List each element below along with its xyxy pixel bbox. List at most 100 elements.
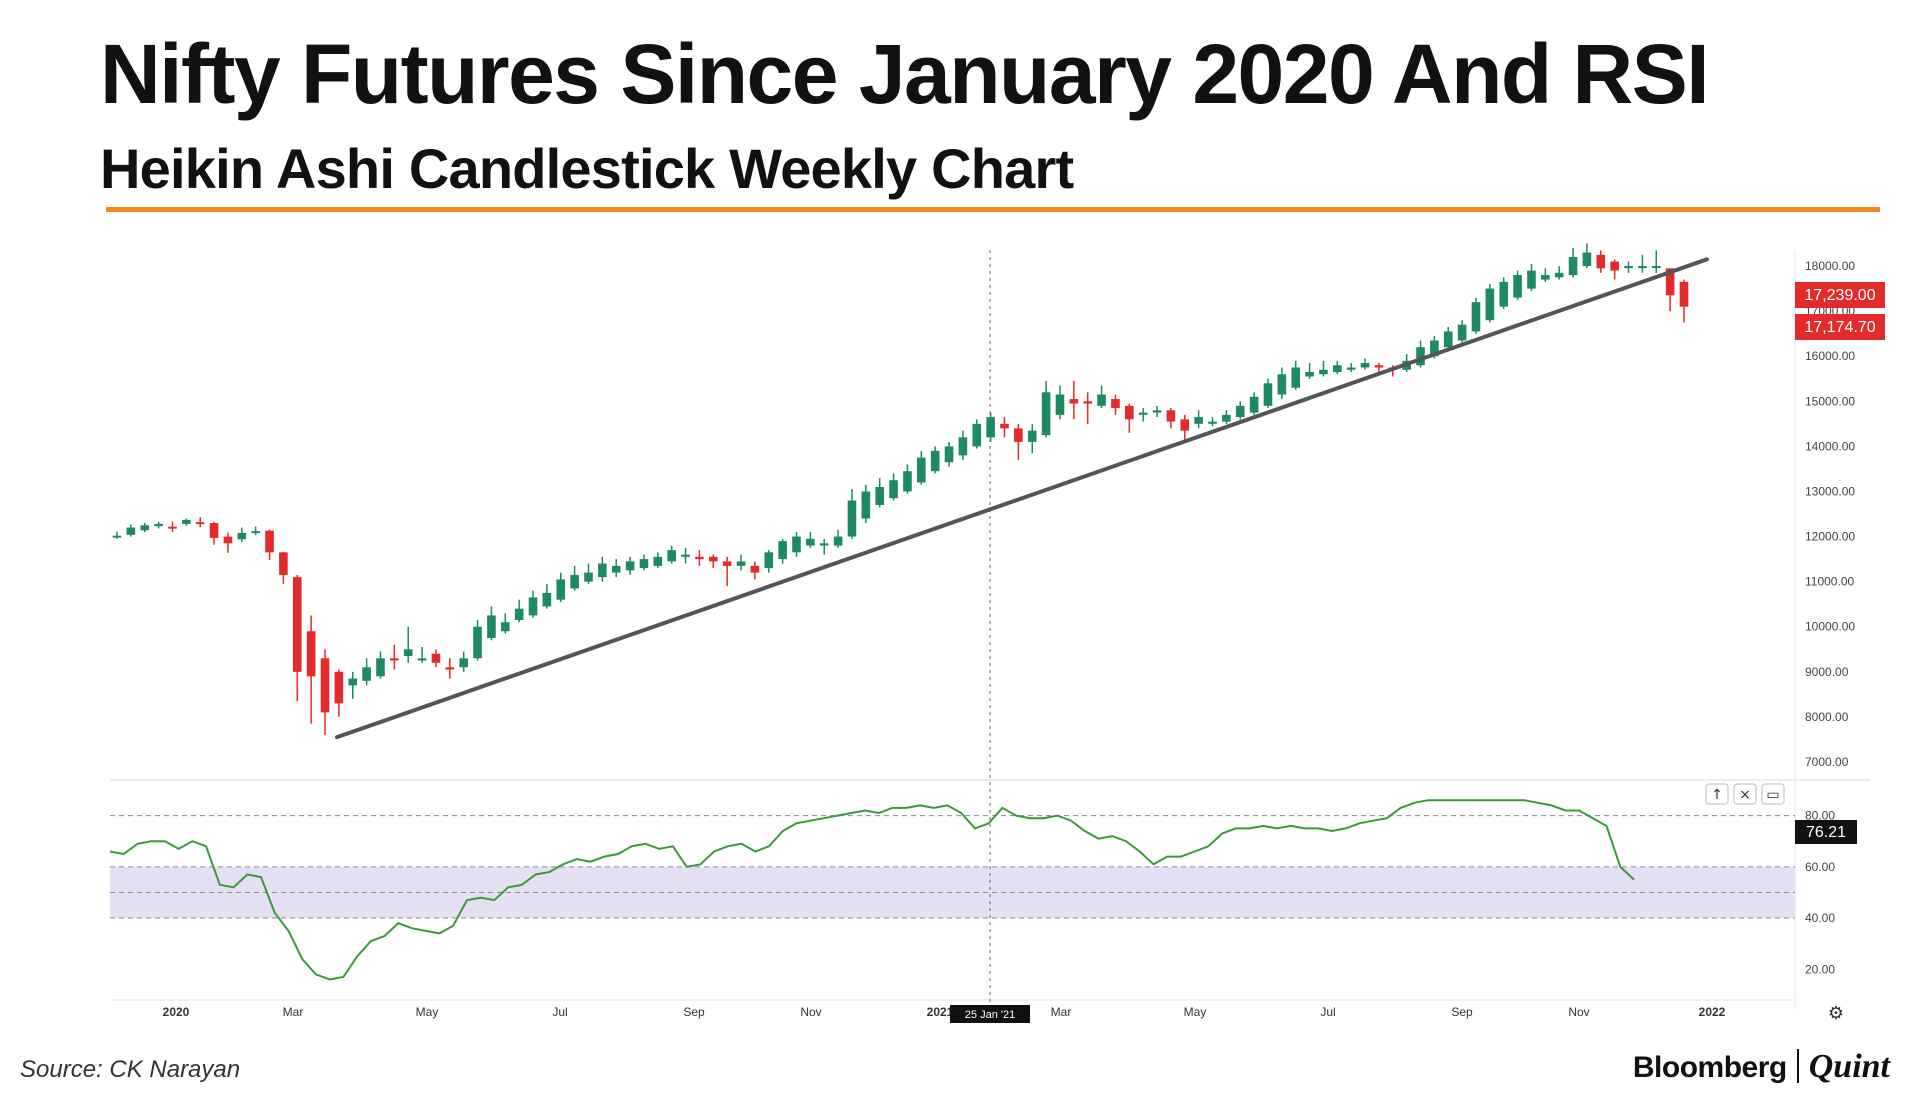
crosshair-date-bg bbox=[950, 1005, 1030, 1023]
pane-controls[interactable]: ↑ × ▭ ⚙ bbox=[1705, 783, 1844, 1024]
candle-bullish bbox=[1582, 252, 1592, 267]
candle-bullish bbox=[1457, 324, 1467, 341]
candle-bearish bbox=[306, 631, 316, 677]
candle-bullish bbox=[1027, 430, 1037, 442]
candle-bullish bbox=[1485, 288, 1495, 321]
candle-bullish bbox=[112, 535, 122, 538]
candle-bearish bbox=[279, 552, 288, 575]
support-trendline bbox=[335, 257, 1709, 740]
source-note: Source: CK Narayan bbox=[20, 1056, 241, 1083]
rsi-value-label: 76.21 bbox=[1806, 824, 1846, 841]
candle-bullish bbox=[459, 658, 468, 668]
candle-bullish bbox=[348, 678, 358, 686]
candle-bearish bbox=[390, 658, 399, 661]
price-tick-label: 15000.00 bbox=[1805, 394, 1855, 408]
maximize-icon-button[interactable] bbox=[1761, 783, 1785, 805]
candle-bullish bbox=[736, 561, 746, 566]
close-price-box bbox=[1795, 314, 1885, 340]
candle-bearish bbox=[695, 556, 704, 560]
time-tick-label: May bbox=[1184, 1005, 1207, 1019]
candle-bullish bbox=[528, 597, 538, 616]
trendline bbox=[335, 257, 1709, 740]
price-tick-label: 16000.00 bbox=[1805, 349, 1855, 363]
candle-bearish bbox=[1180, 419, 1190, 431]
brand-logo: Bloomberg Quint bbox=[1633, 1048, 1890, 1086]
candle-bearish bbox=[1665, 268, 1675, 296]
time-tick-label: 2021 bbox=[927, 1005, 954, 1019]
candle-bullish bbox=[1277, 374, 1287, 395]
gear-icon[interactable]: ⚙ bbox=[1828, 1003, 1844, 1024]
candle-bearish bbox=[445, 667, 455, 670]
candle-bullish bbox=[861, 491, 871, 519]
candle-bullish bbox=[584, 572, 593, 582]
maximize-icon: ▭ bbox=[1766, 787, 1779, 803]
candle-bullish bbox=[681, 554, 690, 557]
candle-bullish bbox=[1138, 412, 1148, 415]
candle-bearish bbox=[1166, 410, 1176, 422]
candle-bullish bbox=[1568, 257, 1578, 276]
candle-bullish bbox=[847, 500, 857, 537]
candle-bullish bbox=[1624, 266, 1633, 269]
candle-bullish bbox=[487, 615, 496, 638]
close-icon-button[interactable] bbox=[1733, 783, 1757, 805]
candle-bullish bbox=[1333, 365, 1342, 373]
price-tick-label: 11000.00 bbox=[1805, 575, 1854, 589]
price-tick-label: 9000.00 bbox=[1805, 665, 1849, 679]
candle-bearish bbox=[1000, 423, 1009, 429]
candle-bullish bbox=[1222, 414, 1231, 422]
candle-bearish bbox=[1679, 281, 1689, 307]
crosshair-date-label: 25 Jan '21 bbox=[965, 1009, 1015, 1021]
candle-bearish bbox=[708, 556, 718, 562]
arrow-up-icon-button[interactable] bbox=[1705, 783, 1729, 805]
candle-bullish bbox=[1055, 394, 1065, 415]
candle-bullish bbox=[1319, 369, 1328, 375]
candle-bullish bbox=[500, 622, 510, 632]
rsi-tick-label: 20.00 bbox=[1805, 962, 1835, 976]
candle-bullish bbox=[917, 457, 926, 483]
candle-bullish bbox=[833, 536, 843, 546]
candle-bullish bbox=[1263, 383, 1273, 406]
time-tick-label: Mar bbox=[283, 1005, 304, 1019]
candle-bullish bbox=[1638, 266, 1647, 269]
candle-bullish bbox=[154, 523, 163, 527]
candle-bullish bbox=[376, 658, 385, 677]
last-price-label: 17,239.00 bbox=[1804, 287, 1875, 304]
rsi-tick-label: 80.00 bbox=[1805, 809, 1835, 823]
price-tick-label: 18000.00 bbox=[1805, 259, 1855, 273]
candle-bearish bbox=[1374, 365, 1384, 368]
candle-bullish bbox=[570, 574, 579, 589]
candle-bullish bbox=[251, 531, 260, 534]
candle-bullish bbox=[889, 480, 898, 499]
candle-bearish bbox=[209, 523, 219, 538]
chart-title: Nifty Futures Since January 2020 And RSI bbox=[100, 27, 1710, 121]
candle-bullish bbox=[667, 550, 676, 562]
candle-bearish bbox=[1069, 399, 1079, 404]
time-tick-label: 2022 bbox=[1699, 1005, 1726, 1019]
candle-bullish bbox=[958, 437, 968, 456]
candle-bullish bbox=[930, 450, 940, 472]
candle-bearish bbox=[265, 530, 274, 553]
rsi-overbought-oversold-band: 80.00 60.00 40.00 20.00 bbox=[110, 809, 1835, 976]
candle-bullish bbox=[944, 446, 954, 463]
candle-bullish bbox=[237, 532, 247, 540]
candle-bullish bbox=[903, 471, 912, 492]
close-icon: × bbox=[1739, 787, 1751, 803]
candle-bullish bbox=[1041, 392, 1051, 436]
candle-bearish bbox=[722, 561, 732, 566]
candle-bullish bbox=[1471, 302, 1481, 332]
candle-bullish bbox=[625, 561, 635, 571]
candle-bullish bbox=[126, 527, 136, 535]
candle-bullish bbox=[1513, 275, 1522, 298]
candle-bullish bbox=[1541, 275, 1550, 280]
candle-bullish bbox=[473, 626, 482, 659]
candle-bearish bbox=[1610, 261, 1619, 271]
candle-bearish bbox=[1083, 401, 1093, 404]
last-price-box bbox=[1795, 282, 1885, 308]
candle-bullish bbox=[1235, 405, 1245, 418]
candle-bearish bbox=[292, 577, 302, 672]
time-axis: 2020 Mar May Jul Sep Nov 2021 Mar May Jul Sep Nov 20… bbox=[163, 1005, 1726, 1023]
candle-bullish bbox=[417, 658, 427, 661]
candle-bullish bbox=[1305, 372, 1314, 377]
candle-bullish bbox=[182, 519, 191, 524]
candle-bullish bbox=[140, 525, 150, 531]
